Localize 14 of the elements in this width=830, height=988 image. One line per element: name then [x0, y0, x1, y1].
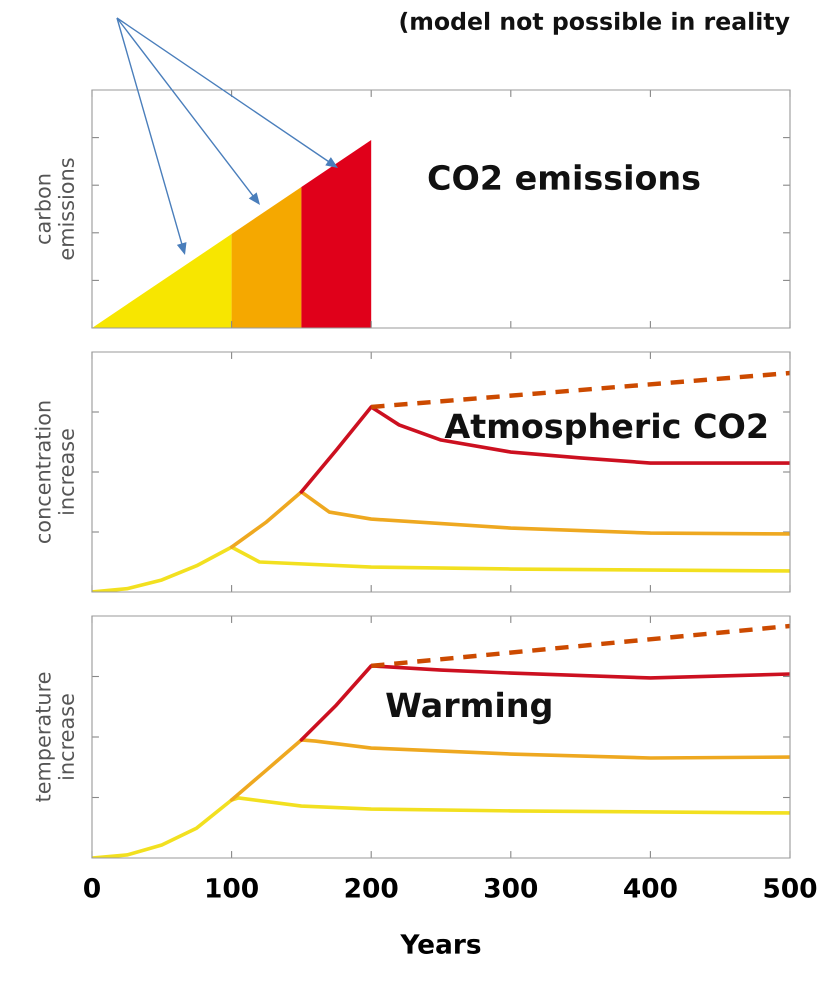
y-axis-title: temperature increase: [36, 672, 74, 802]
annotation: CO2 emissions: [428, 164, 700, 190]
x-tick-label: 500: [764, 878, 816, 898]
annotation: Atmospheric CO2: [444, 412, 766, 445]
text: (model not possible in reality: [400, 12, 790, 35]
x-tick-label: 400: [624, 878, 677, 898]
y-axis-title: carbon emissions: [34, 158, 74, 260]
y-axis-title: concentration increase: [34, 402, 74, 543]
x-axis-title: Years: [400, 934, 480, 954]
annotation: Warming: [386, 692, 551, 724]
x-tick-label: 300: [485, 878, 538, 898]
x-tick-label: 200: [346, 878, 398, 898]
x-tick-label: 100: [207, 878, 258, 898]
x-tick-label: 0: [84, 878, 100, 898]
